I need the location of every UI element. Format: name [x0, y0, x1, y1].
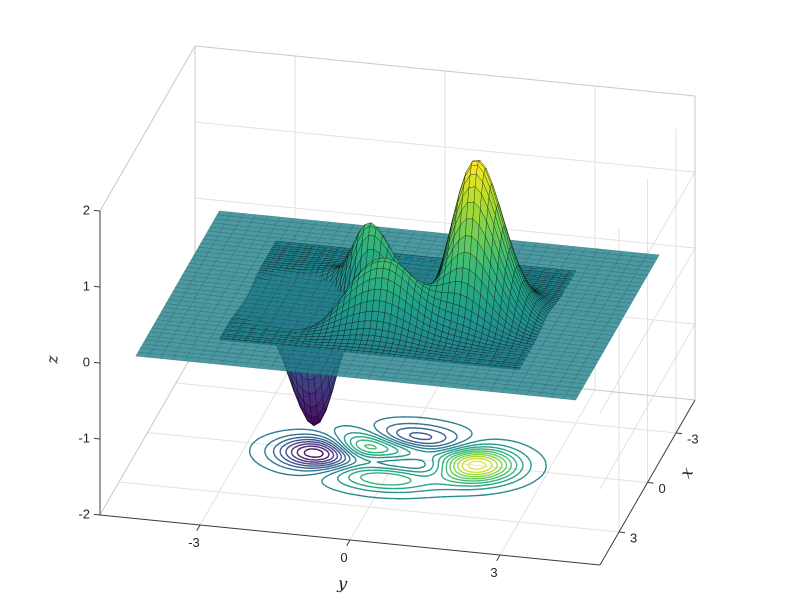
z-axis-label: z — [42, 355, 62, 364]
